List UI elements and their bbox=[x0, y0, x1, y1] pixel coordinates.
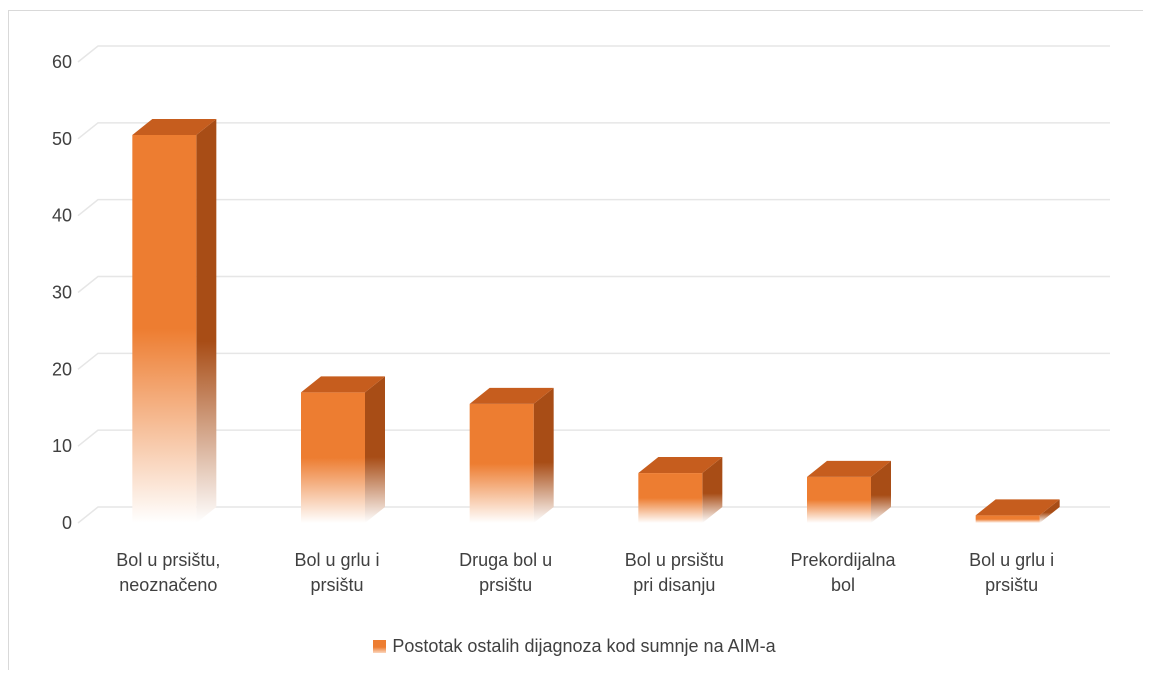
y-tick-label: 30 bbox=[52, 283, 72, 303]
bar-front bbox=[975, 515, 1040, 523]
bar-front bbox=[301, 392, 365, 523]
bar bbox=[807, 460, 891, 523]
x-tick-label: neoznačeno bbox=[119, 575, 217, 595]
bar-side bbox=[196, 118, 217, 523]
x-axis: Bol u prsištu, neoznačeno Bol u grlu i prsi… bbox=[116, 550, 1054, 595]
bar-front bbox=[132, 134, 197, 523]
x-tick-label: prsištu bbox=[310, 575, 363, 595]
gridline bbox=[77, 198, 1110, 217]
legend: Postotak ostalih dijagnoza kod sumnje na… bbox=[0, 636, 1149, 657]
bar bbox=[469, 387, 554, 523]
y-tick-label: 0 bbox=[62, 513, 72, 533]
x-tick-label: Bol u prsištu bbox=[625, 550, 724, 570]
bar bbox=[975, 499, 1060, 523]
y-tick-label: 50 bbox=[52, 129, 72, 149]
y-tick-label: 20 bbox=[52, 359, 72, 379]
bar-top bbox=[807, 460, 891, 477]
gridline bbox=[77, 352, 1110, 370]
bar-side bbox=[365, 376, 385, 523]
y-tick-label: 40 bbox=[52, 206, 72, 226]
x-tick-label: pri disanju bbox=[633, 575, 715, 595]
bar-top bbox=[975, 499, 1060, 516]
x-tick-label: Bol u prsištu, bbox=[116, 550, 220, 570]
y-axis: 0 10 20 30 40 50 60 bbox=[52, 52, 72, 533]
x-tick-label: Bol u grlu i bbox=[969, 550, 1054, 570]
x-tick-label: Druga bol u bbox=[459, 550, 552, 570]
bar-side bbox=[533, 387, 554, 523]
bar bbox=[638, 457, 723, 523]
bar-side bbox=[871, 460, 891, 523]
x-tick-label: Prekordijalna bbox=[790, 550, 896, 570]
bar bbox=[301, 376, 385, 523]
bar bbox=[132, 118, 217, 523]
bar-top bbox=[301, 376, 385, 393]
legend-label: Postotak ostalih dijagnoza kod sumnje na… bbox=[392, 636, 776, 656]
gridline bbox=[77, 122, 1110, 140]
x-tick-label: Bol u grlu i bbox=[294, 550, 379, 570]
bar-top bbox=[469, 387, 554, 404]
bars bbox=[132, 118, 1060, 523]
y-tick-label: 10 bbox=[52, 436, 72, 456]
legend-swatch bbox=[373, 640, 387, 653]
x-tick-label: bol bbox=[831, 575, 855, 595]
gridlines bbox=[77, 45, 1110, 524]
bar-front bbox=[638, 473, 703, 523]
chart-frame bbox=[8, 10, 1143, 670]
gridline bbox=[77, 429, 1110, 447]
gridline bbox=[77, 506, 1110, 524]
bar-top bbox=[638, 457, 723, 474]
bar-side bbox=[1039, 499, 1060, 523]
y-tick-label: 60 bbox=[52, 52, 72, 72]
bar-front bbox=[807, 476, 871, 523]
x-tick-label: prsištu bbox=[985, 575, 1038, 595]
x-tick-label: prsištu bbox=[479, 575, 532, 595]
bar-top bbox=[132, 118, 217, 135]
bar-side bbox=[702, 457, 723, 523]
bar-front bbox=[469, 403, 534, 523]
gridline bbox=[77, 275, 1110, 294]
gridline bbox=[77, 45, 1110, 63]
